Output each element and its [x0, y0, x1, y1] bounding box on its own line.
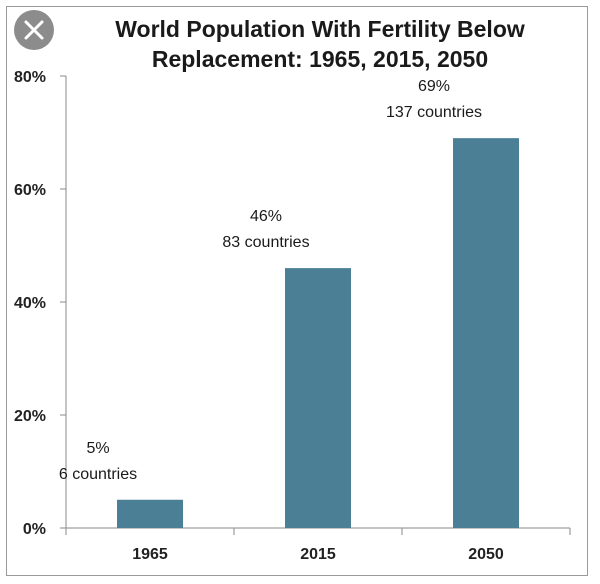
data-label-countries: 6 countries — [59, 466, 137, 483]
x-tick-label: 2015 — [300, 546, 336, 563]
data-label-percent: 69% — [418, 78, 450, 95]
y-tick-label: 60% — [14, 182, 46, 199]
data-label-percent: 5% — [86, 440, 109, 457]
x-tick-label: 1965 — [132, 546, 168, 563]
bar-2015 — [285, 268, 351, 528]
bar-1965 — [117, 499, 183, 528]
close-button[interactable] — [14, 10, 54, 50]
bar-2050 — [453, 138, 519, 528]
chart-title-line-1: World Population With Fertility Below — [115, 16, 525, 42]
y-tick-label: 40% — [14, 295, 46, 312]
chart-title-line-2: Replacement: 1965, 2015, 2050 — [151, 46, 489, 72]
data-label-countries: 83 countries — [222, 234, 309, 251]
chart-title: World Population With Fertility Below Re… — [40, 14, 600, 74]
y-tick-label: 80% — [14, 69, 46, 86]
y-tick-label: 20% — [14, 408, 46, 425]
data-label-percent: 46% — [250, 208, 282, 225]
x-tick-label: 2050 — [468, 546, 504, 563]
y-tick-label: 0% — [23, 521, 46, 538]
data-label-countries: 137 countries — [386, 104, 482, 121]
close-icon — [24, 20, 44, 40]
